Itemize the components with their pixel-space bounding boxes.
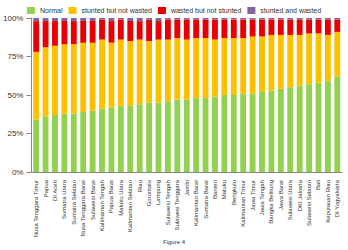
svg-text:Sulawesi Selatan: Sulawesi Selatan <box>306 180 312 226</box>
svg-text:Sulawesi Tenggara: Sulawesi Tenggara <box>174 179 180 230</box>
svg-text:0%: 0% <box>12 168 24 177</box>
svg-text:DKI Jakarta: DKI Jakarta <box>297 179 303 211</box>
svg-text:Jambi: Jambi <box>184 180 190 196</box>
svg-text:100%: 100% <box>3 14 23 23</box>
svg-text:Jawa Timur: Jawa Timur <box>250 180 256 211</box>
svg-text:stunted and wasted: stunted and wasted <box>260 7 321 14</box>
svg-text:Figure 4: Figure 4 <box>163 239 186 245</box>
svg-text:DI Aceh: DI Aceh <box>52 180 58 201</box>
svg-text:Normal: Normal <box>40 7 63 14</box>
svg-text:Kalimantan Selatan: Kalimantan Selatan <box>127 180 133 232</box>
svg-text:50%: 50% <box>7 91 23 100</box>
svg-text:Nusa Tenggara Timur: Nusa Tenggara Timur <box>33 180 39 237</box>
svg-text:Jawa Barat: Jawa Barat <box>278 180 284 210</box>
svg-text:Sumatra Utara: Sumatra Utara <box>61 179 67 219</box>
svg-text:Maluku: Maluku <box>221 180 227 199</box>
svg-text:Kalimantan Barat: Kalimantan Barat <box>193 180 199 226</box>
svg-text:25%: 25% <box>7 129 23 138</box>
svg-text:Sulawesi Tengah: Sulawesi Tengah <box>165 180 171 225</box>
svg-text:Bali: Bali <box>315 180 321 190</box>
svg-text:Bangka Belitung: Bangka Belitung <box>268 180 274 224</box>
svg-text:Sumatra Barat: Sumatra Barat <box>203 180 209 219</box>
svg-text:Nusa Tenggara Barat: Nusa Tenggara Barat <box>80 180 86 237</box>
svg-text:Banten: Banten <box>212 180 218 199</box>
svg-text:Papua: Papua <box>43 179 49 197</box>
svg-text:Kalimantan Timur: Kalimantan Timur <box>240 180 246 227</box>
svg-text:Kalimantan Tengah: Kalimantan Tengah <box>99 180 105 231</box>
svg-text:Papua Barat: Papua Barat <box>108 180 114 214</box>
svg-text:Lampung: Lampung <box>155 180 161 205</box>
svg-text:Maluku Utara: Maluku Utara <box>118 179 124 215</box>
svg-text:Bengkulu: Bengkulu <box>231 180 237 205</box>
svg-text:Kepulauan Riau: Kepulauan Riau <box>325 180 331 223</box>
svg-text:Riau: Riau <box>137 180 143 192</box>
svg-text:Jawa Tengah: Jawa Tengah <box>259 180 265 215</box>
svg-text:Sulawesi Barat: Sulawesi Barat <box>90 180 96 220</box>
svg-text:Gorontalo: Gorontalo <box>146 179 152 206</box>
svg-text:75%: 75% <box>7 52 23 61</box>
svg-text:wasted but not stunted: wasted but not stunted <box>170 7 242 14</box>
svg-text:DI Yogyakarta: DI Yogyakarta <box>334 179 340 217</box>
svg-text:Sumatra Selatan: Sumatra Selatan <box>71 180 77 225</box>
svg-text:Sulawesi Utara: Sulawesi Utara <box>287 179 293 220</box>
svg-text:stunted but not wasted: stunted but not wasted <box>81 7 152 14</box>
